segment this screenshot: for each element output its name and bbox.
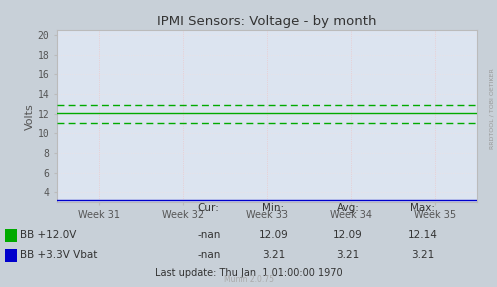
Text: BB +12.0V: BB +12.0V <box>20 230 76 240</box>
Text: Munin 2.0.75: Munin 2.0.75 <box>224 275 273 284</box>
Title: IPMI Sensors: Voltage - by month: IPMI Sensors: Voltage - by month <box>158 15 377 28</box>
Text: Cur:: Cur: <box>198 203 220 213</box>
Text: -nan: -nan <box>197 251 221 260</box>
Text: Min:: Min: <box>262 203 284 213</box>
Text: 12.09: 12.09 <box>333 230 363 240</box>
Text: 12.09: 12.09 <box>258 230 288 240</box>
Text: Avg:: Avg: <box>336 203 359 213</box>
Text: 3.21: 3.21 <box>336 251 359 260</box>
Text: Max:: Max: <box>410 203 435 213</box>
Y-axis label: Volts: Volts <box>25 103 35 130</box>
Text: 3.21: 3.21 <box>262 251 285 260</box>
Text: Last update: Thu Jan  1 01:00:00 1970: Last update: Thu Jan 1 01:00:00 1970 <box>155 268 342 278</box>
Text: 3.21: 3.21 <box>411 251 434 260</box>
Text: RRDTOOL / TOBI OETIKER: RRDTOOL / TOBI OETIKER <box>490 69 495 150</box>
Text: -nan: -nan <box>197 230 221 240</box>
Text: 12.14: 12.14 <box>408 230 437 240</box>
Text: BB +3.3V Vbat: BB +3.3V Vbat <box>20 251 97 260</box>
